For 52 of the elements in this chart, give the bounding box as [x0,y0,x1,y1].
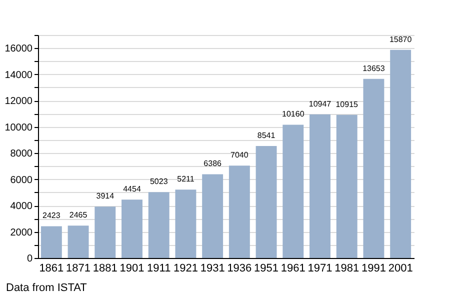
y-tick-label: 16000 [4,44,33,55]
data-label: 10160 [282,110,305,119]
x-tick-label: 1931 [200,262,225,274]
x-tick-label: 1991 [361,262,386,274]
data-label: 15870 [389,34,412,44]
data-label: 4454 [123,184,142,194]
bar [363,78,384,258]
y-tick-label: 10000 [4,122,33,134]
y-tick-label: 12000 [4,96,33,108]
data-label: 10947 [308,99,332,108]
x-tick-label: 1961 [280,262,306,274]
bar [228,166,250,258]
data-label: 5211 [177,174,195,184]
bar [336,114,358,258]
x-tick-label: 1871 [66,262,91,274]
bar [202,174,224,258]
y-tick-label: 8000 [10,148,33,160]
data-label: 2465 [69,210,88,220]
y-tick-label: 14000 [4,70,33,81]
data-label: 13653 [362,64,386,73]
y-tick-label: 0 [26,254,33,264]
x-tick-label: 1951 [254,262,279,274]
bar [256,146,277,258]
bar [148,192,170,258]
bar [94,206,116,258]
bar [390,50,412,258]
bar [40,226,62,258]
x-tick-label: 1881 [92,262,118,274]
y-tick-label: 4000 [10,201,33,212]
x-tick-label: 1936 [227,262,252,274]
bar [122,200,142,258]
x-tick-label: 1971 [308,262,332,274]
x-tick-label: 1861 [39,262,64,274]
y-tick-label: 6000 [10,174,33,186]
x-tick-label: 1981 [334,262,360,274]
bar [282,124,304,258]
data-label: 2423 [42,211,61,220]
bar [68,226,89,258]
bar [310,114,330,258]
text: Data from ISTAT [6,282,87,294]
data-label: 10915 [336,100,359,109]
x-tick-label: 1911 [147,262,171,274]
x-tick-label: 1921 [173,262,198,274]
data-label: 5023 [150,177,168,186]
data-label: 6386 [204,159,222,168]
x-tick-label: 2001 [388,262,413,274]
x-tick-label: 1901 [120,262,144,274]
data-label: 3914 [96,192,115,201]
bar [175,190,196,258]
y-tick-label: 2000 [10,227,33,238]
data-label: 8541 [257,130,276,140]
data-label: 7040 [230,150,249,160]
